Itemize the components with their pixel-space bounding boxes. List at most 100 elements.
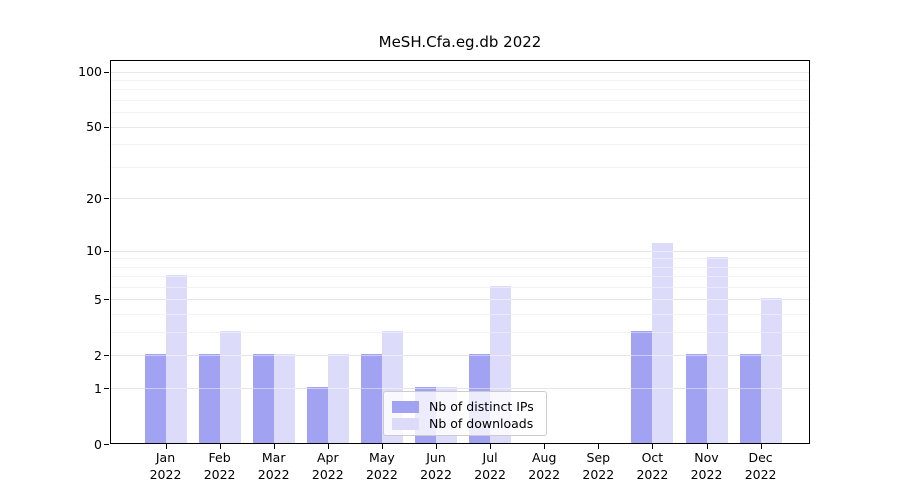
gridline <box>111 166 809 168</box>
gridline <box>111 198 809 200</box>
gridline <box>111 71 809 73</box>
x-tick-label: Oct 2022 <box>624 450 680 483</box>
x-tick-label-month: Jan <box>155 450 176 465</box>
x-tick-label-year: 2022 <box>203 466 236 482</box>
gridline <box>111 198 809 200</box>
x-tick-label-month: May <box>368 450 395 465</box>
gridline <box>111 355 809 357</box>
x-tick-label: Jul 2022 <box>462 450 518 483</box>
gridline <box>111 71 809 73</box>
gridline <box>111 314 809 316</box>
gridline <box>111 286 809 288</box>
x-tick-label: May 2022 <box>354 450 410 483</box>
gridline <box>111 332 809 334</box>
y-tick-mark <box>104 388 109 389</box>
bar-downloads <box>327 354 349 443</box>
x-tick-label: Aug 2022 <box>516 450 572 483</box>
gridline <box>111 286 809 288</box>
gridline <box>111 332 809 334</box>
x-tick-label-month: Nov <box>694 450 719 465</box>
legend: Nb of distinct IPs Nb of downloads <box>383 391 547 436</box>
legend-swatch-downloads <box>392 417 419 430</box>
chart-title: MeSH.Cfa.eg.db 2022 <box>378 33 542 51</box>
y-tick-mark <box>104 198 109 199</box>
gridline <box>111 126 809 128</box>
x-tick-mark <box>761 444 762 449</box>
legend-item-distinct-ips: Nb of distinct IPs <box>392 398 546 415</box>
x-tick-mark <box>436 444 437 449</box>
x-tick-mark <box>707 444 708 449</box>
gridline <box>111 388 809 390</box>
y-tick-label: 2 <box>94 347 102 363</box>
x-tick-label-year: 2022 <box>474 466 506 482</box>
gridline <box>111 126 809 128</box>
gridline <box>111 144 809 146</box>
x-tick-mark <box>382 444 383 449</box>
y-tick-label: 1 <box>94 380 102 396</box>
bar-distinct-ips <box>144 354 166 443</box>
x-tick-mark <box>652 444 653 449</box>
x-tick-label-month: Oct <box>641 450 664 465</box>
x-tick-label-year: 2022 <box>149 466 182 482</box>
y-tick-label: 20 <box>86 190 102 206</box>
bar-distinct-ips <box>360 354 382 443</box>
bar-distinct-ips <box>739 354 761 443</box>
bar-downloads <box>165 275 187 443</box>
gridline <box>111 80 809 81</box>
gridlines-over <box>111 61 809 443</box>
plot-area: Nb of distinct IPs Nb of downloads <box>110 60 810 444</box>
gridline <box>111 250 809 252</box>
gridline <box>111 299 809 301</box>
x-tick-label-month: Feb <box>208 450 231 465</box>
bar-downloads <box>273 354 295 443</box>
bar-distinct-ips <box>252 354 274 443</box>
legend-label-distinct-ips: Nb of distinct IPs <box>429 399 534 414</box>
x-tick-label-month: Jun <box>426 450 446 465</box>
x-tick-label-year: 2022 <box>636 466 669 482</box>
x-tick-label-year: 2022 <box>257 466 290 482</box>
x-tick-mark <box>490 444 491 449</box>
y-tick-label: 5 <box>94 291 102 307</box>
x-tick-mark <box>544 444 545 449</box>
bar-distinct-ips <box>631 331 653 443</box>
gridline <box>111 276 809 278</box>
gridline <box>111 266 809 268</box>
gridline <box>111 266 809 268</box>
gridline <box>111 144 809 146</box>
y-tick-mark <box>104 72 109 73</box>
y-tick-mark <box>104 444 109 445</box>
bar-downloads <box>760 298 782 443</box>
x-tick-label: Nov 2022 <box>679 450 735 483</box>
x-tick-label-month: Dec <box>748 450 773 465</box>
x-tick-label-month: Jul <box>482 450 498 465</box>
x-tick-mark <box>274 444 275 449</box>
gridline <box>111 100 809 102</box>
x-tick-mark <box>166 444 167 449</box>
y-tick-label: 0 <box>94 436 102 452</box>
x-tick-label-year: 2022 <box>311 466 344 482</box>
x-tick-label-month: Sep <box>586 450 611 465</box>
x-tick-label: Jun 2022 <box>408 450 464 483</box>
bar-distinct-ips <box>685 354 707 443</box>
y-tick-label: 100 <box>78 64 102 80</box>
bar-distinct-ips <box>306 387 328 443</box>
bar-downloads <box>706 257 728 443</box>
y-tick-mark <box>104 251 109 252</box>
gridline <box>111 276 809 278</box>
bar-distinct-ips <box>198 354 220 443</box>
gridline <box>111 100 809 102</box>
x-tick-label: Dec 2022 <box>733 450 789 483</box>
x-tick-mark <box>598 444 599 449</box>
x-tick-mark <box>328 444 329 449</box>
x-tick-label: Sep 2022 <box>570 450 626 483</box>
gridline <box>111 112 809 114</box>
x-tick-label-month: Mar <box>261 450 286 465</box>
gridline <box>111 258 809 260</box>
y-tick-label: 10 <box>86 243 102 258</box>
x-tick-label-year: 2022 <box>690 466 723 482</box>
x-tick-label: Feb 2022 <box>192 450 248 483</box>
x-tick-label-year: 2022 <box>744 466 777 482</box>
x-tick-label: Mar 2022 <box>246 450 302 483</box>
x-tick-label-year: 2022 <box>420 466 452 482</box>
